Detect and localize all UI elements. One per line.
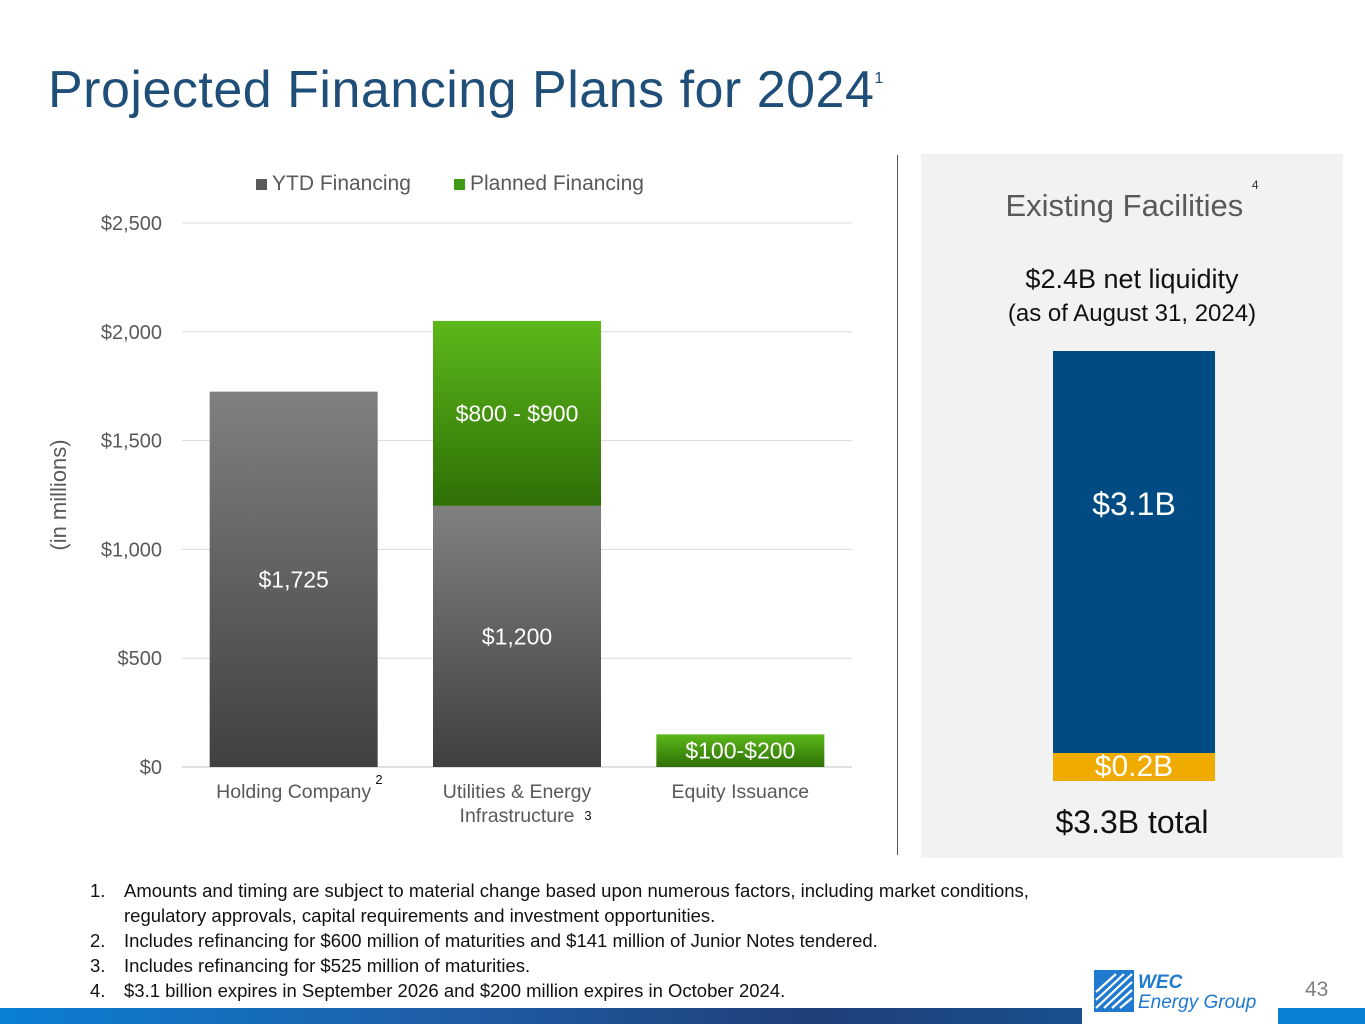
legend-swatch: [454, 179, 465, 190]
footnote-number: 1.: [90, 880, 106, 901]
page-number: 43: [1305, 978, 1329, 1001]
bar-value-label: $1,200: [482, 623, 552, 649]
footnote-number: 4.: [90, 980, 106, 1001]
category-footnote: 3: [584, 808, 591, 823]
facilities-footnote: 4: [1251, 177, 1259, 192]
footnote-number: 3.: [90, 955, 106, 976]
facilities-title-text: Existing Facilities: [1005, 188, 1244, 223]
footnote-item: 4. $3.1 billion expires in September 2026…: [90, 978, 1070, 1003]
page-title-text: Projected Financing Plans for 2024: [48, 61, 875, 119]
x-tick-label: Utilities & Energy Infrastructure: [443, 781, 592, 827]
financing-bar-chart: $0 $500 $1,000 $1,500 $2,000 $2,500 (in millio…: [46, 172, 852, 827]
footnotes-list: 1. Amounts and timing are subject to mate…: [90, 878, 1070, 1003]
y-tick-label: $1,000: [101, 539, 162, 561]
y-tick-label: $0: [140, 757, 162, 779]
footer-bar-right: [1278, 1008, 1365, 1024]
logo-text-energy-group: Energy Group: [1138, 992, 1257, 1013]
bar-ytd: [433, 505, 601, 767]
footnote-text: Includes refinancing for $600 million of…: [124, 930, 878, 951]
legend-label: YTD Financing: [272, 172, 411, 195]
net-liquidity: $2.4B net liquidity: [1025, 264, 1239, 294]
section-divider: [897, 155, 898, 855]
y-axis-label: (in millions): [46, 439, 71, 550]
facility-bar-0-2b: $0.2B: [1053, 753, 1215, 781]
wec-logo-icon: [1094, 970, 1134, 1012]
bar-value-label: $100-$200: [685, 738, 795, 764]
logo-text-wec: WEC: [1138, 972, 1183, 993]
bar-planned: [656, 734, 825, 767]
bar-value-label: $1,725: [258, 566, 328, 592]
footer-bar: [0, 1008, 1082, 1024]
legend-label: Planned Financing: [470, 172, 644, 195]
x-tick-label: Holding Company: [216, 781, 371, 803]
liquidity-date: (as of August 31, 2024): [1007, 300, 1257, 327]
footnote-item: 3. Includes refinancing for $525 million …: [90, 953, 1070, 978]
legend-swatch: [256, 179, 267, 190]
facility-label-3-1b: $3.1B: [1092, 486, 1176, 522]
y-tick-label: $500: [118, 648, 163, 670]
footnote-text: Includes refinancing for $525 million of…: [124, 955, 531, 976]
footnote-item: 2. Includes refinancing for $600 million …: [90, 928, 1070, 953]
facility-bar-3-1b: [1053, 351, 1215, 753]
footnote-item: 1. Amounts and timing are subject to mate…: [90, 878, 1070, 928]
existing-facilities-panel: Existing Facilities 4 $2.4B net liquidit…: [921, 154, 1343, 858]
x-tick-label: Equity Issuance: [671, 781, 809, 803]
facilities-title: Existing Facilities 4: [921, 178, 1343, 224]
category-footnote: 2: [375, 772, 382, 787]
y-tick-label: $2,000: [101, 322, 162, 344]
facilities-total: $3.3B total: [1055, 804, 1209, 840]
bar-value-label: $800 - $900: [456, 400, 579, 426]
y-tick-label: $2,500: [101, 213, 162, 235]
footnote-text: $3.1 billion expires in September 2026 a…: [124, 980, 786, 1001]
wec-logo: WEC Energy Group: [1094, 970, 1264, 1014]
page-title: Projected Financing Plans for 20241: [48, 60, 884, 120]
bar-planned: [433, 320, 601, 506]
footnote-text: Amounts and timing are subject to materi…: [124, 880, 1029, 926]
facility-label-0-2b: $0.2B: [1094, 753, 1174, 781]
footnote-number: 2.: [90, 930, 106, 951]
bar-ytd: [209, 391, 378, 767]
title-footnote: 1: [874, 70, 884, 87]
y-tick-label: $1,500: [101, 431, 162, 453]
